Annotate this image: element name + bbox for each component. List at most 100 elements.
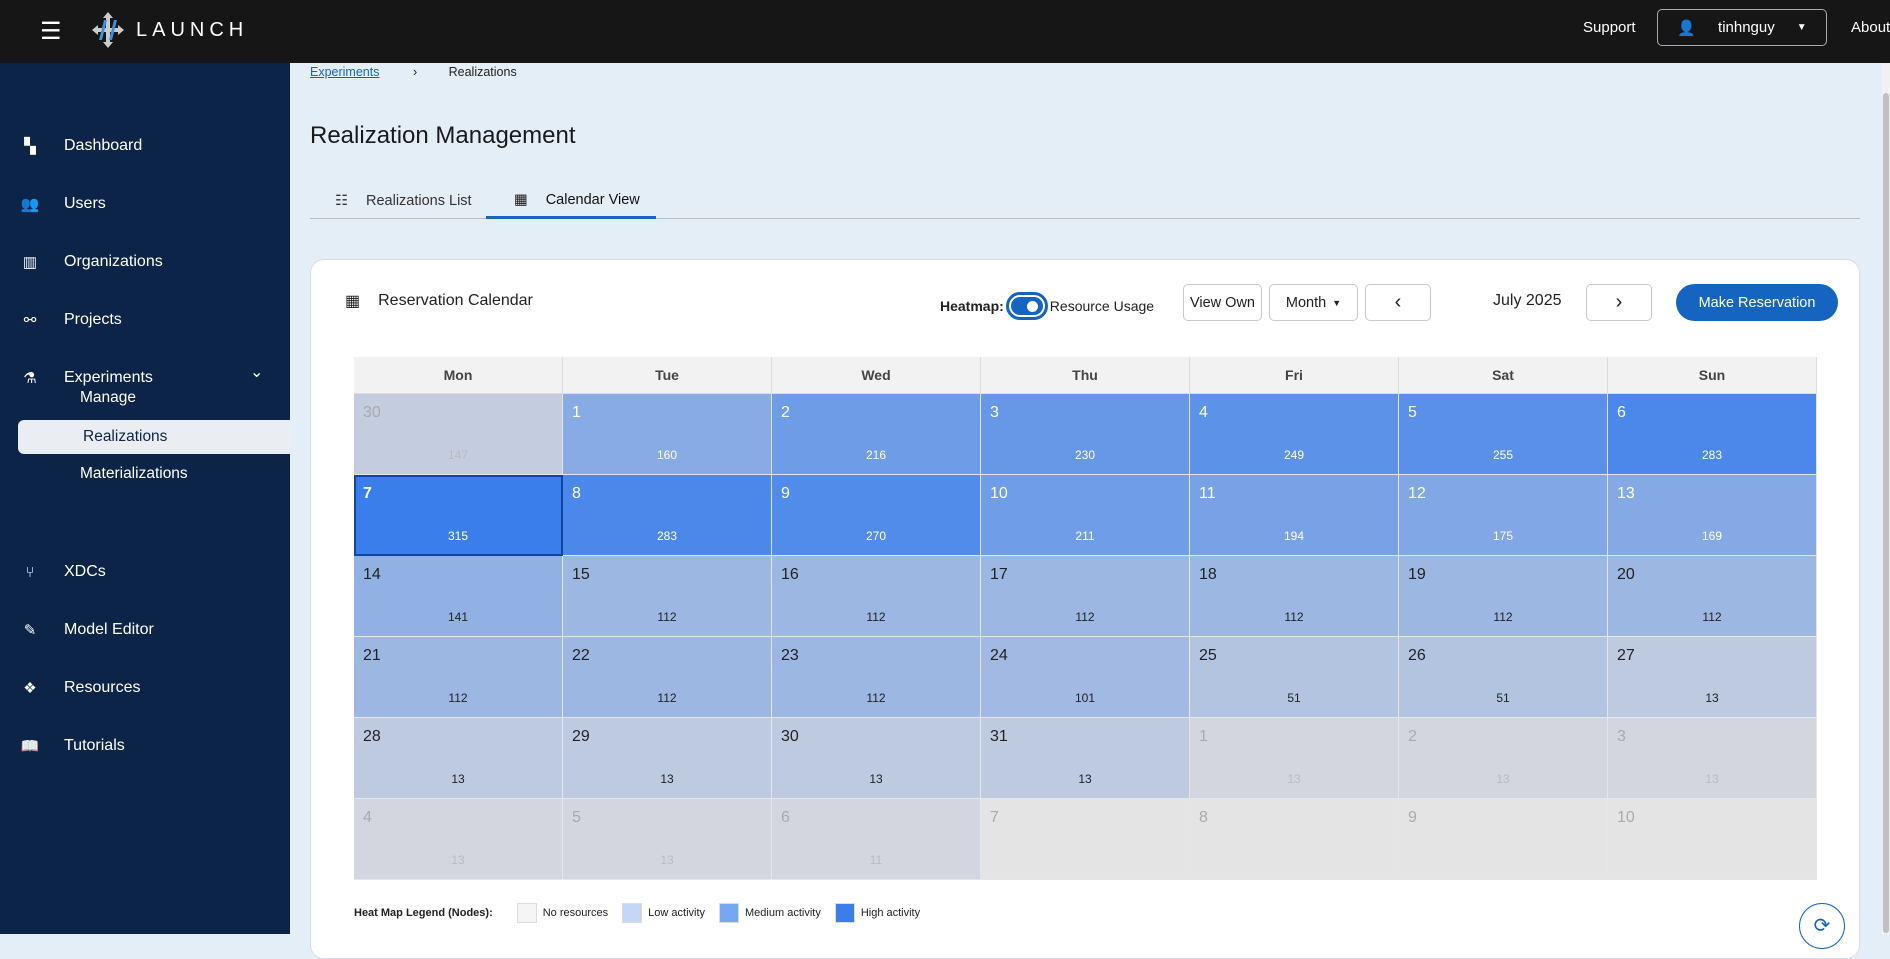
- node-count: 13: [660, 772, 674, 786]
- prev-month-button[interactable]: ‹: [1365, 284, 1431, 321]
- calendar-day[interactable]: 10: [1608, 799, 1817, 880]
- sidebar-item-dashboard[interactable]: ▚ Dashboard: [0, 126, 290, 166]
- sidebar-subitem-materializations[interactable]: Materializations: [80, 465, 188, 482]
- calendar-day[interactable]: 5 255: [1399, 394, 1608, 475]
- day-number: 14: [363, 566, 381, 583]
- tab-realizations-list[interactable]: ☷ Realizations List: [335, 183, 472, 219]
- about-link[interactable]: About: [1851, 19, 1890, 36]
- logo[interactable]: LAUNCH: [90, 10, 248, 50]
- calendar-day[interactable]: 22 112: [563, 637, 772, 718]
- tab-label: Calendar View: [545, 191, 640, 208]
- dashboard-icon: ▚: [24, 138, 36, 155]
- heatmap-toggle[interactable]: [1005, 292, 1048, 320]
- calendar-day[interactable]: 13 169: [1608, 475, 1817, 556]
- sidebar-item-experiments[interactable]: ⚗ Experiments ⌄: [0, 358, 290, 398]
- menu-icon[interactable]: ☰: [40, 18, 62, 45]
- node-count: 141: [447, 610, 469, 624]
- breadcrumb-experiments[interactable]: Experiments: [310, 65, 380, 79]
- day-number: 25: [1199, 647, 1217, 664]
- calendar-day[interactable]: 28 13: [354, 718, 563, 799]
- sidebar-item-tutorials[interactable]: 📖 Tutorials: [0, 726, 290, 766]
- chevron-right-icon: ›: [1615, 291, 1623, 313]
- calendar-day[interactable]: 31 13: [981, 718, 1190, 799]
- calendar-day[interactable]: 8 283: [563, 475, 772, 556]
- node-count: 112: [1075, 610, 1095, 624]
- top-bar: ☰ LAUNCH Support 👤 tinhnguy ▼ About: [0, 0, 1890, 63]
- calendar-day[interactable]: 12 175: [1399, 475, 1608, 556]
- calendar-day[interactable]: 30 13: [772, 718, 981, 799]
- calendar-day[interactable]: 8: [1190, 799, 1399, 880]
- calendar-day[interactable]: 30 147: [354, 394, 563, 475]
- calendar-day[interactable]: 9 270: [772, 475, 981, 556]
- calendar-day[interactable]: 9: [1399, 799, 1608, 880]
- day-number: 9: [1408, 809, 1417, 826]
- node-count: 283: [1701, 448, 1723, 462]
- make-reservation-button[interactable]: Make Reservation: [1676, 284, 1838, 321]
- sidebar-item-label: Model Editor: [64, 621, 154, 638]
- day-number: 31: [990, 728, 1008, 745]
- user-menu-button[interactable]: 👤 tinhnguy ▼: [1657, 9, 1827, 46]
- node-count: 13: [1078, 772, 1092, 786]
- tab-label: Realizations List: [366, 193, 472, 209]
- sidebar-item-resources[interactable]: ❖ Resources: [0, 668, 290, 708]
- sidebar-subitem-realizations[interactable]: Realizations: [18, 420, 290, 454]
- calendar-day[interactable]: 24 101: [981, 637, 1190, 718]
- calendar-day[interactable]: 1 13: [1190, 718, 1399, 799]
- calendar-day[interactable]: 5 13: [563, 799, 772, 880]
- calendar-day[interactable]: 15 112: [563, 556, 772, 637]
- calendar-day[interactable]: 10 211: [981, 475, 1190, 556]
- view-own-button[interactable]: View Own: [1183, 284, 1262, 321]
- sidebar-item-model-editor[interactable]: ✎ Model Editor: [0, 610, 290, 650]
- view-mode-dropdown[interactable]: Month ▼: [1269, 284, 1358, 321]
- calendar-day[interactable]: 16 112: [772, 556, 981, 637]
- calendar-day[interactable]: 3 13: [1608, 718, 1817, 799]
- calendar-day[interactable]: 25 51: [1190, 637, 1399, 718]
- calendar-day[interactable]: 26 51: [1399, 637, 1608, 718]
- node-count: 216: [865, 448, 887, 462]
- sidebar-subitem-manage[interactable]: Manage: [80, 389, 137, 406]
- calendar-day[interactable]: 19 112: [1399, 556, 1608, 637]
- calendar-day[interactable]: 4 13: [354, 799, 563, 880]
- node-count: 112: [1493, 610, 1513, 624]
- sidebar-item-organizations[interactable]: ▥ Organizations: [0, 242, 290, 282]
- calendar-day[interactable]: 7 315: [354, 475, 563, 556]
- calendar-day[interactable]: 29 13: [563, 718, 772, 799]
- book-icon: 📖: [20, 738, 40, 755]
- calendar-day[interactable]: 6 11: [772, 799, 981, 880]
- day-number: 19: [1408, 566, 1426, 583]
- calendar-day[interactable]: 17 112: [981, 556, 1190, 637]
- support-link[interactable]: Support: [1583, 19, 1636, 36]
- calendar-day[interactable]: 1 160: [563, 394, 772, 475]
- calendar-day[interactable]: 4 249: [1190, 394, 1399, 475]
- sidebar-item-projects[interactable]: ⚯ Projects: [0, 300, 290, 340]
- calendar-icon: ▦: [345, 293, 361, 310]
- refresh-icon: ⟳: [1813, 915, 1831, 937]
- next-month-button[interactable]: ›: [1586, 284, 1652, 321]
- sidebar-item-label: Resources: [64, 679, 141, 696]
- calendar-day[interactable]: 7: [981, 799, 1190, 880]
- calendar-day[interactable]: 3 230: [981, 394, 1190, 475]
- weekday-fri: Fri: [1190, 357, 1399, 393]
- sidebar-item-xdcs[interactable]: ⑂ XDCs: [0, 552, 290, 592]
- calendar-day[interactable]: 18 112: [1190, 556, 1399, 637]
- day-number: 29: [572, 728, 590, 745]
- sidebar-item-label: Dashboard: [64, 137, 143, 154]
- calendar-day[interactable]: 2 216: [772, 394, 981, 475]
- refresh-button[interactable]: ⟳: [1799, 903, 1845, 949]
- calendar-day[interactable]: 11 194: [1190, 475, 1399, 556]
- calendar-day[interactable]: 23 112: [772, 637, 981, 718]
- day-number: 27: [1617, 647, 1635, 664]
- node-count: 270: [865, 529, 887, 543]
- calendar-day[interactable]: 2 13: [1399, 718, 1608, 799]
- launch-logo-icon: [92, 12, 124, 48]
- calendar-day[interactable]: 6 283: [1608, 394, 1817, 475]
- scrollbar[interactable]: [1882, 63, 1890, 934]
- calendar-day[interactable]: 27 13: [1608, 637, 1817, 718]
- day-number: 2: [1408, 728, 1417, 745]
- day-number: 10: [990, 485, 1008, 502]
- tab-calendar-view[interactable]: ▦ Calendar View: [486, 183, 656, 219]
- calendar-day[interactable]: 21 112: [354, 637, 563, 718]
- calendar-day[interactable]: 20 112: [1608, 556, 1817, 637]
- calendar-day[interactable]: 14 141: [354, 556, 563, 637]
- sidebar-item-users[interactable]: 👥 Users: [0, 184, 290, 224]
